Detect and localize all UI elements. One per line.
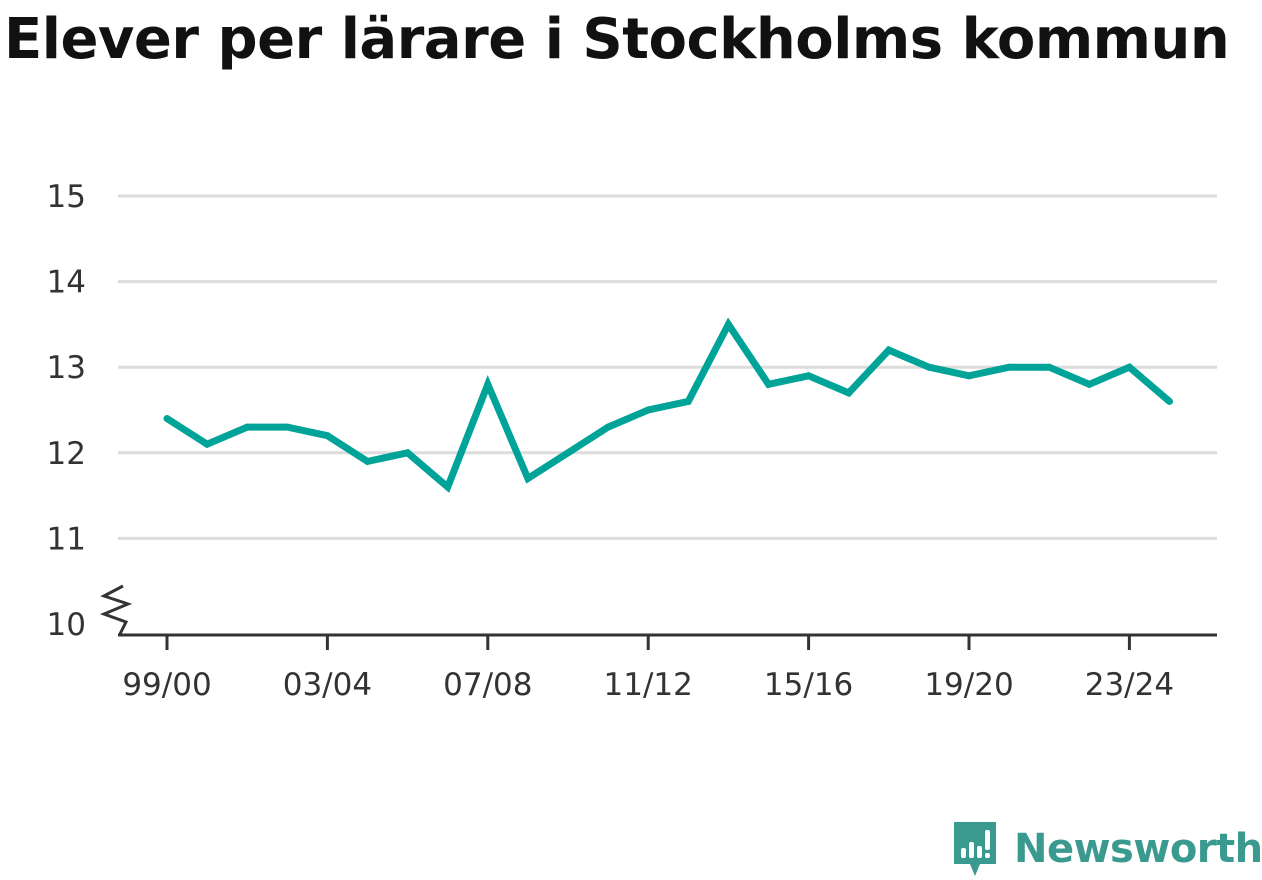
data-point (484, 380, 492, 388)
data-point (1045, 363, 1053, 371)
newsworthy-logo: Newsworthy (950, 818, 1262, 880)
data-point (404, 449, 412, 457)
data-point (1125, 363, 1133, 371)
data-point (684, 397, 692, 405)
data-point (845, 389, 853, 397)
data-point (243, 423, 251, 431)
data-point (925, 363, 933, 371)
y-tick-label: 14 (47, 265, 86, 301)
x-tick-label: 11/12 (604, 667, 693, 703)
x-tick-label: 07/08 (443, 667, 532, 703)
x-tick-label: 15/16 (764, 667, 853, 703)
data-point (203, 440, 211, 448)
newsworthy-logo-icon (954, 822, 996, 876)
data-point (323, 432, 331, 440)
data-point (604, 423, 612, 431)
data-point (444, 483, 452, 491)
y-tick-label: 10 (47, 607, 86, 643)
newsworthy-logo-text: Newsworthy (1014, 826, 1262, 872)
data-point (1085, 380, 1093, 388)
x-axis-ticks: 99/00 03/04 07/08 11/12 15/16 19/20 23/24 (122, 635, 1174, 703)
x-axis (99, 584, 1217, 637)
data-point (724, 320, 732, 328)
y-tick-label: 12 (47, 436, 86, 472)
y-tick-label: 13 (47, 350, 86, 386)
x-tick-label: 03/04 (283, 667, 372, 703)
y-axis-break-icon (99, 584, 133, 635)
data-point (364, 457, 371, 465)
data-point (805, 372, 813, 380)
grid-lines (118, 194, 1217, 540)
data-point (885, 346, 893, 354)
data-point (564, 449, 572, 457)
data-point (524, 474, 532, 482)
data-point (283, 423, 291, 431)
x-tick-label: 23/24 (1085, 667, 1174, 703)
y-tick-label: 11 (47, 521, 86, 557)
data-point (163, 415, 171, 423)
x-tick-label: 19/20 (924, 667, 1013, 703)
data-point (1005, 363, 1013, 371)
data-point (1166, 397, 1173, 405)
series-layer (163, 317, 1173, 493)
y-axis-ticks: 10 11 12 13 14 15 (47, 179, 86, 643)
chart-title: Elever per lärare i Stockholms kommun (4, 7, 1230, 72)
series-line (165, 317, 1172, 493)
data-point (644, 406, 652, 414)
x-tick-label: 99/00 (122, 667, 211, 703)
data-point (765, 380, 772, 388)
y-tick-label: 15 (47, 179, 86, 215)
data-point (965, 372, 973, 380)
